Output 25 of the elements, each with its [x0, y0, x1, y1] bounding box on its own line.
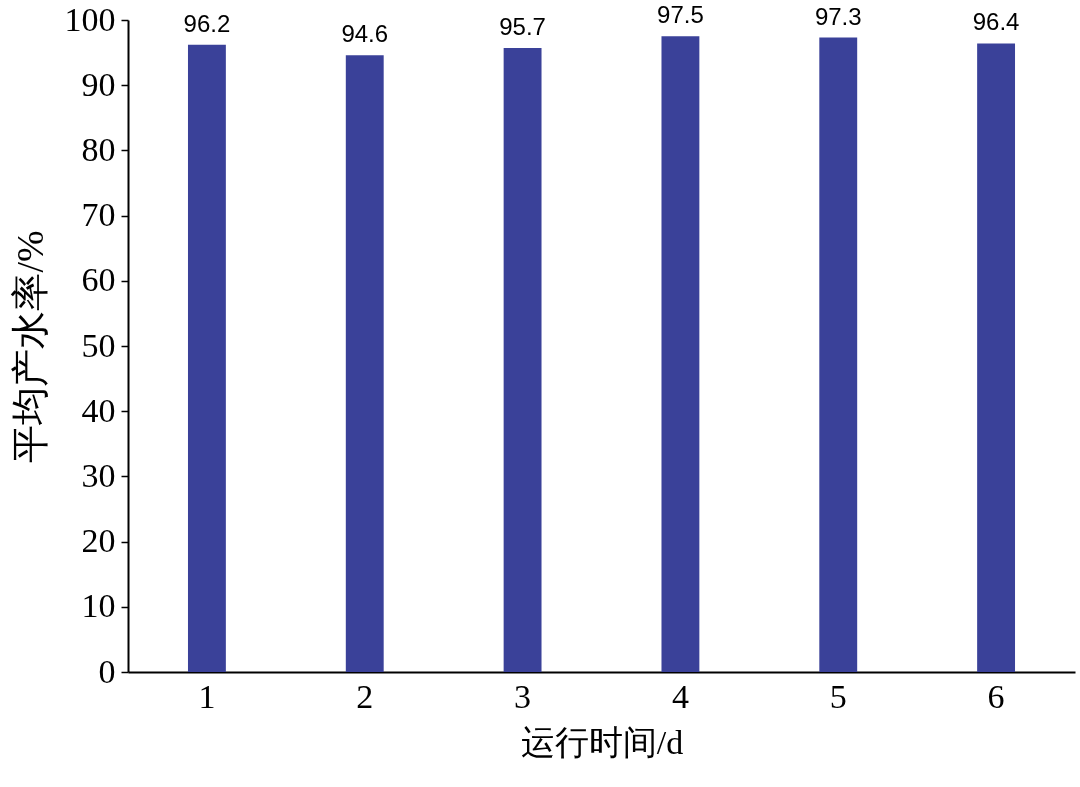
y-tick-label: 90 [81, 65, 116, 103]
y-tick-label: 80 [81, 130, 116, 168]
y-tick-label: 0 [98, 652, 116, 690]
x-tick-label: 3 [514, 677, 532, 715]
data-label: 97.5 [657, 1, 704, 29]
x-tick-label: 2 [356, 677, 374, 715]
x-axis-title: 运行时间/d [520, 723, 684, 761]
data-label: 94.6 [341, 20, 389, 48]
y-tick-label: 30 [81, 456, 116, 494]
y-tick-label: 40 [81, 391, 116, 429]
y-tick-label: 60 [81, 261, 116, 299]
y-tick-label: 70 [81, 196, 116, 234]
data-label: 96.4 [972, 8, 1020, 36]
y-tick-label: 10 [81, 587, 116, 625]
x-tick-label: 4 [671, 677, 689, 715]
data-label: 96.2 [183, 9, 231, 37]
data-label: 97.3 [814, 2, 862, 30]
y-tick-label: 100 [64, 0, 116, 38]
data-label: 95.7 [499, 13, 546, 41]
x-tick-label: 1 [198, 677, 216, 715]
y-tick-label: 20 [81, 522, 116, 560]
y-tick-label: 50 [81, 326, 116, 364]
x-tick-label: 6 [987, 677, 1005, 715]
x-tick-label: 5 [829, 677, 847, 715]
y-axis-title: 平均产水率/% [8, 230, 51, 463]
